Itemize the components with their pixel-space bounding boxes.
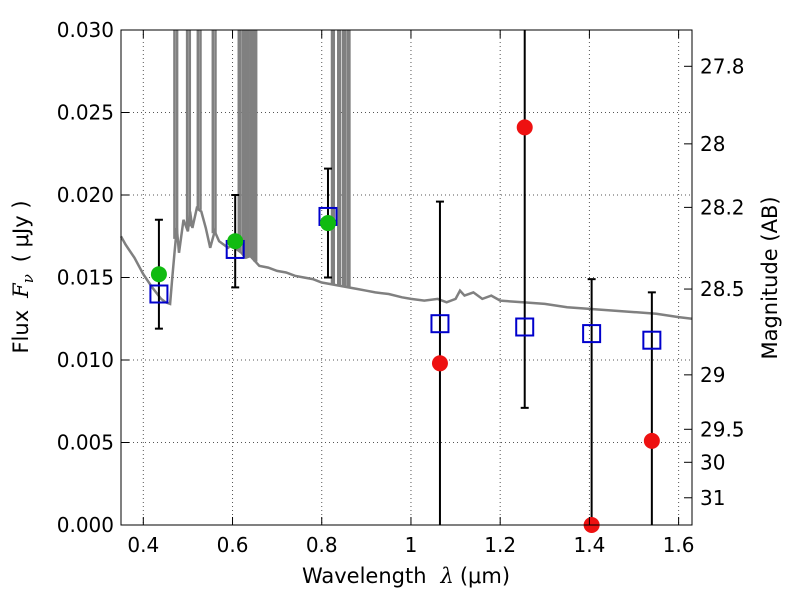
- model-photometry-square: [582, 324, 602, 344]
- y2-tick-label: 28: [700, 132, 725, 156]
- model-sed-curve: [119, 206, 693, 321]
- plot-background: [121, 30, 692, 525]
- y-tick-label: 0.005: [57, 431, 114, 455]
- y-tick-label: 0.000: [57, 513, 114, 537]
- y-tick-label: 0.030: [57, 18, 114, 42]
- model-emission-lines: [173, 30, 351, 288]
- emission-line: [253, 30, 258, 262]
- x-tick-label: 1.2: [484, 533, 516, 557]
- y2-tick-label: 29.5: [700, 417, 745, 441]
- axis-ticks: [121, 29, 692, 526]
- emission-line: [196, 30, 202, 210]
- y-axis-label-subscript: ν: [19, 274, 37, 283]
- model-photometry-square: [430, 314, 450, 334]
- emission-line: [211, 30, 217, 234]
- y-axis-label-prefix: Flux: [9, 310, 33, 354]
- y2-tick-label: 29: [700, 363, 725, 387]
- y2-tick-label: 31: [700, 486, 725, 510]
- y-tick-label: 0.020: [57, 183, 114, 207]
- x-tick-label: 1.4: [573, 533, 605, 557]
- non-detected-point: [516, 119, 533, 136]
- y2-axis-label: Magnitude (AB): [758, 196, 782, 359]
- emission-line: [346, 30, 351, 288]
- tick-labels: 0.4 0.6 0.8 1 1.2 1.4 1.6 0.000 0.005 0.010 0.015 0…: [57, 18, 745, 557]
- detected-point: [150, 266, 167, 283]
- y-axis-label-unit: ( μJy ): [9, 200, 33, 262]
- emission-line: [185, 30, 192, 227]
- x-axis-label-symbol: λ: [440, 564, 454, 588]
- y2-tick-label: 30: [700, 450, 725, 474]
- y2-tick-label: 27.8: [700, 54, 745, 78]
- y2-tick-label: 28.2: [700, 195, 745, 219]
- emission-line: [249, 30, 254, 258]
- emission-line: [336, 30, 342, 286]
- y2-tick-label: 28.5: [700, 277, 745, 301]
- model-photometry-square: [149, 284, 169, 304]
- x-axis-label: Wavelength λ (μm): [302, 564, 510, 588]
- x-axis-label-unit: (μm): [460, 564, 510, 588]
- emission-line: [237, 30, 242, 252]
- emission-line: [245, 30, 250, 258]
- y-tick-label: 0.025: [57, 101, 114, 125]
- emission-line: [241, 30, 247, 256]
- emission-line: [330, 30, 336, 285]
- x-tick-label: 0.8: [306, 533, 338, 557]
- x-tick-label: 0.6: [217, 533, 249, 557]
- detected-point: [319, 215, 336, 232]
- x-tick-label: 0.4: [127, 533, 159, 557]
- grid-lines: [121, 29, 692, 526]
- x-tick-label: 1: [405, 533, 418, 557]
- non-detected-point: [431, 355, 448, 372]
- emission-line: [173, 30, 179, 239]
- model-photometry-square: [515, 317, 535, 337]
- x-tick-label: 1.6: [663, 533, 695, 557]
- model-photometry-square: [642, 330, 662, 350]
- non-detected-point: [643, 432, 660, 449]
- detected-point: [227, 233, 244, 250]
- y-axis-label-symbol: F: [9, 282, 33, 299]
- y-tick-label: 0.010: [57, 348, 114, 372]
- model-photometry-squares: [149, 206, 662, 350]
- emission-line: [341, 30, 347, 287]
- y-tick-label: 0.015: [57, 266, 114, 290]
- y-axis-label: Flux Fν ( μJy ): [9, 200, 37, 353]
- x-axis-label-prefix: Wavelength: [302, 564, 427, 588]
